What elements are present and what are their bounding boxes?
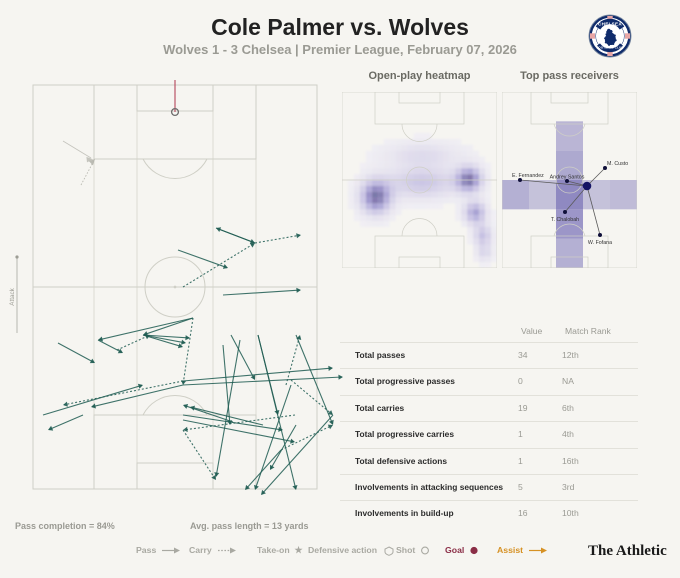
svg-text:T. Chalobah: T. Chalobah xyxy=(551,217,579,223)
svg-text:Andrey Santos: Andrey Santos xyxy=(550,175,585,181)
svg-text:CHELSEA: CHELSEA xyxy=(598,21,622,26)
svg-text:W. Fofana: W. Fofana xyxy=(588,240,612,246)
svg-text:M. Custo: M. Custo xyxy=(607,161,628,167)
svg-text:FOOTBALL CLUB: FOOTBALL CLUB xyxy=(596,46,623,50)
svg-text:E. Fernandez: E. Fernandez xyxy=(512,173,544,179)
svg-text:Attack: Attack xyxy=(9,287,16,305)
